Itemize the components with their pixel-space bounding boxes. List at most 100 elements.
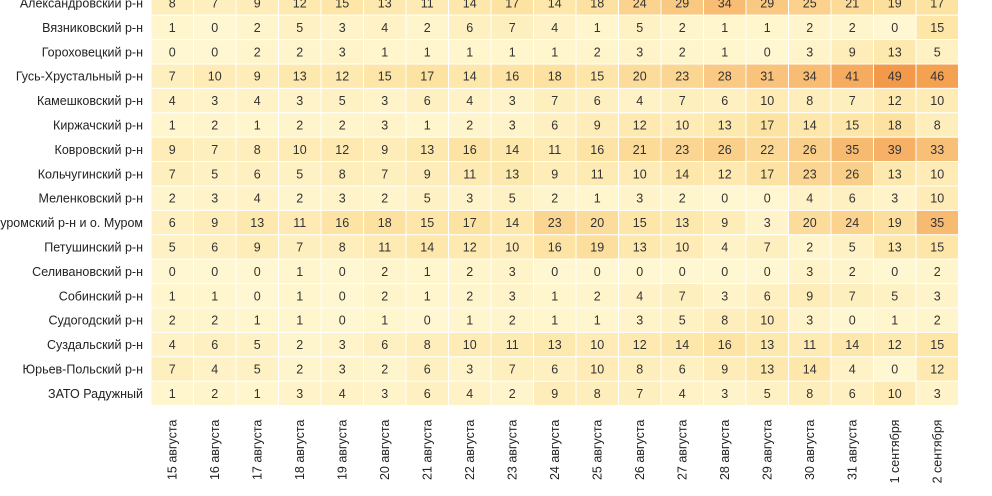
cell-value-label: 18 — [590, 0, 604, 11]
cell-value-label: 1 — [594, 314, 601, 328]
cell-value-label: 3 — [806, 265, 813, 279]
heatmap-cell — [235, 234, 279, 260]
heatmap-cell — [405, 185, 449, 211]
heatmap-cell — [533, 307, 577, 333]
cell-value-label: 33 — [930, 143, 944, 157]
heatmap-cell — [363, 63, 407, 89]
cell-value-label: 1 — [381, 314, 388, 328]
heatmap-cell — [915, 307, 959, 333]
cell-value-label: 26 — [845, 167, 859, 181]
cell-value-label: 5 — [679, 314, 686, 328]
cell-value-label: 1 — [721, 45, 728, 59]
heatmap-cell — [618, 161, 662, 187]
heatmap-cell — [703, 331, 747, 358]
heatmap-cell — [448, 356, 492, 382]
cell-value-label: 3 — [339, 192, 346, 206]
cell-value-label: 1 — [254, 119, 261, 133]
cell-value-label: 2 — [424, 21, 431, 35]
cell-value-label: 1 — [424, 265, 431, 279]
cell-value-label: 6 — [551, 119, 558, 133]
cell-value-label: 9 — [381, 143, 388, 157]
cell-value-label: 8 — [934, 119, 941, 133]
cell-value-label: 9 — [424, 167, 431, 181]
cell-value-label: 2 — [934, 265, 941, 279]
cell-value-label: 12 — [718, 167, 732, 181]
heatmap-cell — [320, 14, 364, 41]
heatmap-cell — [405, 258, 449, 285]
cell-value-label: 0 — [636, 265, 643, 279]
heatmap-cell — [278, 283, 322, 309]
heatmap-cell — [363, 331, 407, 358]
heatmap-cell — [193, 356, 237, 382]
cell-value-label: 1 — [169, 119, 176, 133]
cell-value-label: 5 — [424, 192, 431, 206]
cell-value-label: 18 — [548, 70, 562, 84]
heatmap-cell — [618, 112, 662, 138]
row-label: ЗАТО Радужный — [48, 387, 143, 401]
cell-value-label: 6 — [551, 363, 558, 377]
heatmap-cell — [320, 112, 364, 138]
heatmap-cell — [533, 63, 577, 89]
heatmap-cell — [830, 331, 874, 358]
cell-value-label: 12 — [633, 119, 647, 133]
cell-value-label: 10 — [888, 387, 902, 401]
row-label: Кольчугинский р-н — [38, 167, 143, 181]
cell-value-label: 10 — [930, 94, 944, 108]
row-label: Александровский р-н — [20, 0, 143, 11]
cell-value-label: 2 — [679, 21, 686, 35]
heatmap-cell — [575, 39, 619, 65]
cell-value-label: 10 — [293, 143, 307, 157]
row-label: Гусь-Хрустальный р-н — [16, 70, 143, 84]
cell-value-label: 15 — [930, 241, 944, 255]
cell-value-label: 7 — [551, 94, 558, 108]
heatmap-cell — [150, 258, 194, 285]
heatmap-cell — [788, 63, 832, 89]
cell-value-label: 6 — [424, 363, 431, 377]
heatmap-cell — [235, 380, 279, 407]
heatmap-cell — [830, 258, 874, 285]
cell-value-label: 2 — [679, 192, 686, 206]
cell-value-label: 18 — [888, 119, 902, 133]
cell-value-label: 14 — [803, 363, 817, 377]
cell-value-label: 1 — [721, 21, 728, 35]
cell-value-label: 10 — [760, 314, 774, 328]
cell-value-label: 10 — [208, 70, 222, 84]
cell-value-label: 4 — [636, 289, 643, 303]
heatmap-cell — [405, 63, 449, 89]
heatmap-cell — [193, 258, 237, 285]
cell-value-label: 5 — [509, 192, 516, 206]
cell-value-label: 2 — [849, 265, 856, 279]
heatmap-cell — [533, 356, 577, 382]
cell-value-label: 3 — [381, 387, 388, 401]
heatmap-cell — [618, 380, 662, 407]
cell-value-label: 17 — [760, 119, 774, 133]
cell-value-label: 0 — [849, 314, 856, 328]
heatmap-cell — [448, 331, 492, 358]
cell-value-label: 12 — [888, 94, 902, 108]
cell-value-label: 1 — [424, 119, 431, 133]
row-label: Муромский р-н и о. Муром — [0, 216, 143, 230]
cell-value-label: 1 — [296, 289, 303, 303]
cell-value-label: 34 — [803, 70, 817, 84]
cell-value-label: 9 — [254, 70, 261, 84]
heatmap-cell — [405, 136, 449, 163]
cell-value-label: 4 — [551, 21, 558, 35]
cell-value-label: 23 — [675, 70, 689, 84]
cell-value-label: 41 — [845, 70, 859, 84]
heatmap-cell — [915, 161, 959, 187]
cell-value-label: 12 — [463, 241, 477, 255]
cell-value-label: 35 — [845, 143, 859, 157]
column-label: 15 августа — [165, 420, 179, 480]
heatmap-cell — [788, 209, 832, 236]
cell-value-label: 2 — [381, 289, 388, 303]
cell-value-label: 11 — [548, 143, 561, 157]
column-label: 20 августа — [378, 420, 392, 480]
cell-value-label: 8 — [254, 143, 261, 157]
cell-value-label: 8 — [721, 314, 728, 328]
heatmap-cell — [235, 258, 279, 285]
cell-value-label: 3 — [636, 314, 643, 328]
cell-value-label: 8 — [636, 363, 643, 377]
cell-value-label: 7 — [636, 387, 643, 401]
heatmap-cell — [278, 87, 322, 114]
